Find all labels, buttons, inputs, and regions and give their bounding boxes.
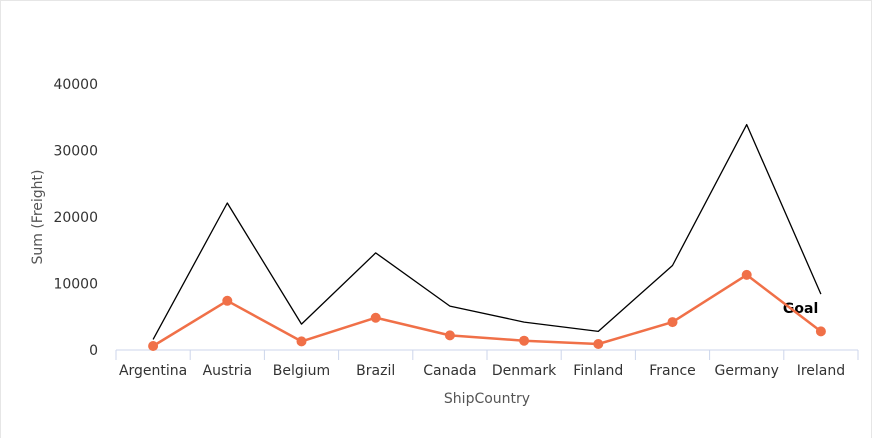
x-tick-label: Ireland [797, 363, 845, 379]
x-axis [115, 349, 859, 360]
series-point[interactable] [741, 269, 752, 280]
x-tick-label: Brazil [356, 363, 395, 379]
series-point[interactable] [148, 341, 159, 352]
x-axis-tick-labels: Argentina Austria Belgium Brazil Canada Denma… [119, 363, 845, 379]
series-point[interactable] [519, 335, 530, 346]
series-line [152, 123, 822, 340]
series-layer: Goal [148, 123, 826, 352]
y-tick-label: 20000 [53, 210, 98, 226]
y-tick-label: 0 [89, 343, 98, 359]
y-tick-label: 40000 [53, 77, 98, 93]
x-tick-label: Finland [573, 363, 623, 379]
y-axis-ticks: 0 10000 20000 30000 40000 [53, 77, 98, 359]
x-tick-label: Austria [203, 363, 252, 379]
series-point[interactable] [444, 330, 455, 341]
series-label: Goal [783, 301, 818, 317]
y-tick-label: 30000 [53, 144, 98, 160]
series-point[interactable] [296, 336, 307, 347]
x-tick-label: France [649, 363, 696, 379]
series-point[interactable] [370, 312, 381, 323]
x-tick-label: Canada [423, 363, 476, 379]
y-tick-label: 10000 [53, 277, 98, 293]
x-tick-label: Belgium [273, 363, 330, 379]
y-axis-title: Sum (Freight) [30, 169, 46, 264]
series-point[interactable] [815, 326, 826, 337]
series-point[interactable] [667, 317, 678, 328]
x-tick-label: Argentina [119, 363, 187, 379]
series-line [152, 273, 822, 348]
x-axis-title: ShipCountry [444, 391, 530, 407]
x-tick-label: Denmark [492, 363, 557, 379]
series-point[interactable] [593, 339, 604, 350]
x-tick-label: Germany [715, 363, 779, 379]
series-point[interactable] [222, 295, 233, 306]
